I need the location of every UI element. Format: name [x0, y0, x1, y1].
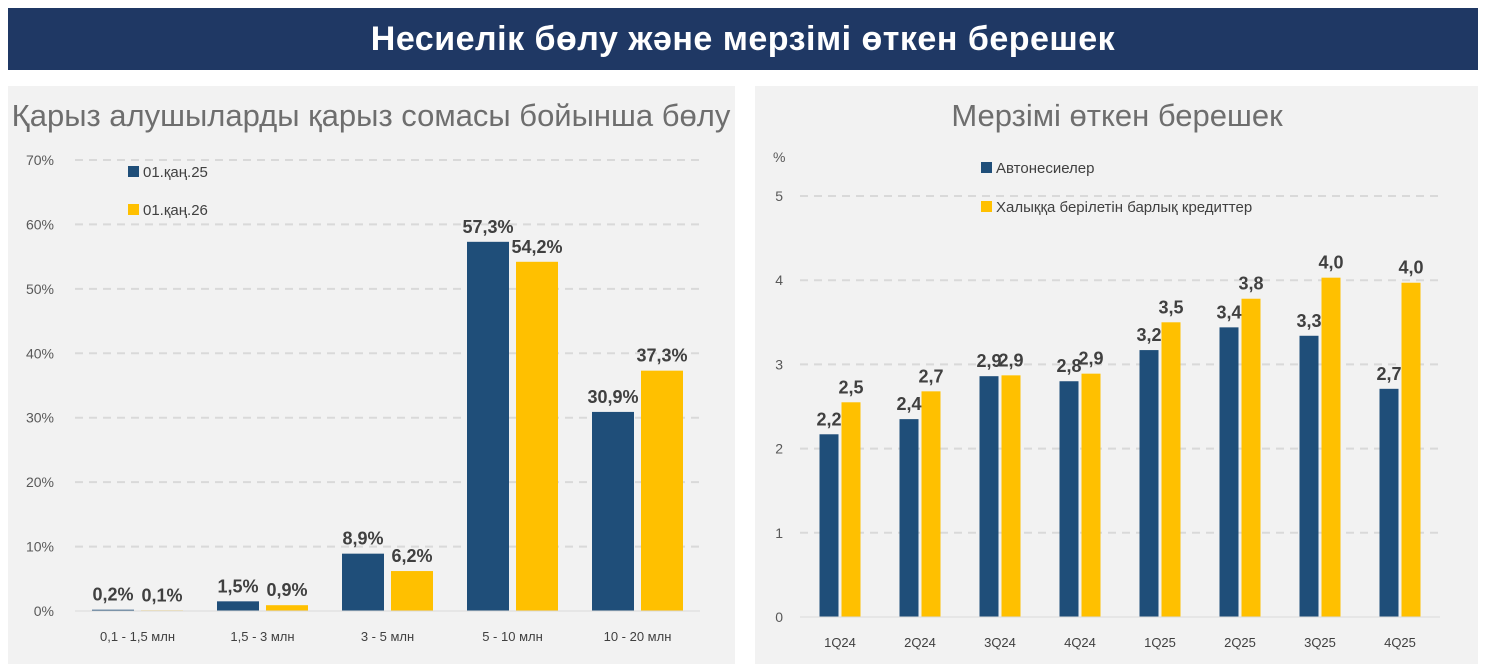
bar-series1	[899, 419, 919, 617]
data-label: 54,2%	[511, 237, 562, 257]
legend-label: 01.қаң.25	[143, 164, 208, 181]
legend-label: 01.қаң.26	[143, 202, 208, 219]
y-tick-label: 1	[775, 525, 783, 541]
data-label: 3,3	[1296, 311, 1321, 331]
legend-label: Халыққа берілетін барлық кредиттер	[996, 199, 1252, 216]
bar-series2	[1241, 298, 1261, 617]
y-tick-label: 50%	[26, 281, 54, 297]
x-tick-label: 1Q24	[824, 635, 856, 650]
data-label: 2,8	[1056, 356, 1081, 376]
x-tick-label: 2Q24	[904, 635, 936, 650]
overdue-debt-panel: Мерзімі өткен берешек% 0 1 2 3 4 5 1Q24 2,2 2,5 2Q…	[755, 86, 1478, 664]
y-tick-label: 30%	[26, 410, 54, 426]
data-label: 2,9	[976, 351, 1001, 371]
bar-series2	[641, 370, 683, 611]
bar-series2	[1161, 322, 1181, 617]
bar-series1	[92, 609, 134, 611]
x-tick-label: 1,5 - 3 млн	[230, 629, 294, 644]
y-tick-label: 5	[775, 188, 783, 204]
bar-series1	[819, 434, 839, 617]
bar-series2	[516, 261, 558, 611]
data-label: 6,2%	[391, 546, 432, 566]
data-label: 57,3%	[462, 217, 513, 237]
data-label: 3,5	[1158, 297, 1183, 317]
bar-series2	[1321, 277, 1341, 617]
chart-title: Мерзімі өткен берешек	[951, 98, 1283, 133]
data-label: 0,2%	[92, 585, 133, 605]
data-label: 37,3%	[636, 346, 687, 366]
bar-series2	[1081, 373, 1101, 617]
y-tick-label: 60%	[26, 216, 54, 232]
legend-label: Автонесиелер	[996, 160, 1094, 177]
data-label: 2,4	[896, 394, 921, 414]
legend-swatch	[981, 201, 992, 212]
page-title: Несиелік бөлу және мерзімі өткен берешек	[8, 8, 1478, 70]
x-tick-label: 4Q25	[1384, 635, 1416, 650]
bar-series1	[592, 411, 634, 611]
data-label: 2,9	[998, 350, 1023, 370]
chart-title: Қарыз алушыларды қарыз сомасы бойынша бө…	[12, 98, 731, 133]
bar-series1	[1379, 388, 1399, 617]
y-tick-label: 70%	[26, 152, 54, 168]
data-label: 2,5	[838, 377, 863, 397]
data-label: 3,4	[1216, 302, 1241, 322]
x-tick-label: 0,1 - 1,5 млн	[100, 629, 175, 644]
legend-swatch	[981, 162, 992, 173]
x-tick-label: 3Q25	[1304, 635, 1336, 650]
bar-series1	[342, 553, 384, 611]
y-tick-label: 10%	[26, 539, 54, 555]
data-label: 2,9	[1078, 349, 1103, 369]
bar-series1	[217, 601, 259, 611]
legend-swatch	[128, 204, 139, 215]
bar-series1	[1139, 350, 1159, 617]
bar-series1	[1059, 381, 1079, 617]
data-label: 2,2	[816, 409, 841, 429]
data-label: 8,9%	[342, 529, 383, 549]
bar-series2	[841, 402, 861, 617]
overdue-debt-chart: Мерзімі өткен берешек% 0 1 2 3 4 5 1Q24 2,2 2,5 2Q…	[773, 98, 1440, 650]
y-tick-label: 4	[775, 272, 783, 288]
bar-series2	[921, 391, 941, 617]
x-tick-label: 4Q24	[1064, 635, 1096, 650]
bar-series1	[979, 376, 999, 617]
data-label: 2,7	[918, 366, 943, 386]
data-label: 4,0	[1318, 253, 1343, 273]
x-tick-label: 10 - 20 млн	[604, 629, 672, 644]
x-tick-label: 3 - 5 млн	[361, 629, 414, 644]
bar-series1	[1219, 327, 1239, 617]
x-tick-label: 5 - 10 млн	[482, 629, 543, 644]
y-tick-label: 3	[775, 356, 783, 372]
data-label: 1,5%	[217, 576, 258, 596]
x-tick-label: 3Q24	[984, 635, 1016, 650]
loan-distribution-chart: Қарыз алушыларды қарыз сомасы бойынша бө…	[12, 98, 731, 644]
data-label: 3,2	[1136, 325, 1161, 345]
x-tick-label: 1Q25	[1144, 635, 1176, 650]
y-tick-label: 0%	[34, 603, 54, 619]
data-label: 30,9%	[587, 387, 638, 407]
y-tick-label: 20%	[26, 474, 54, 490]
bar-series2	[1401, 282, 1421, 617]
bar-series2	[391, 571, 433, 611]
y-tick-label: 0	[775, 609, 783, 625]
y-tick-label: 2	[775, 441, 783, 457]
loan-distribution-panel: Қарыз алушыларды қарыз сомасы бойынша бө…	[8, 86, 735, 664]
data-label: 2,7	[1376, 364, 1401, 384]
bar-series2	[1001, 375, 1021, 617]
bar-series2	[266, 605, 308, 611]
bar-series1	[1299, 335, 1319, 617]
y-tick-label: 40%	[26, 345, 54, 361]
data-label: 4,0	[1398, 258, 1423, 278]
legend-swatch	[128, 166, 139, 177]
x-tick-label: 2Q25	[1224, 635, 1256, 650]
data-label: 0,9%	[266, 580, 307, 600]
bar-series1	[467, 241, 509, 611]
data-label: 0,1%	[141, 585, 182, 605]
data-label: 3,8	[1238, 274, 1263, 294]
y-axis-label: %	[773, 149, 785, 165]
